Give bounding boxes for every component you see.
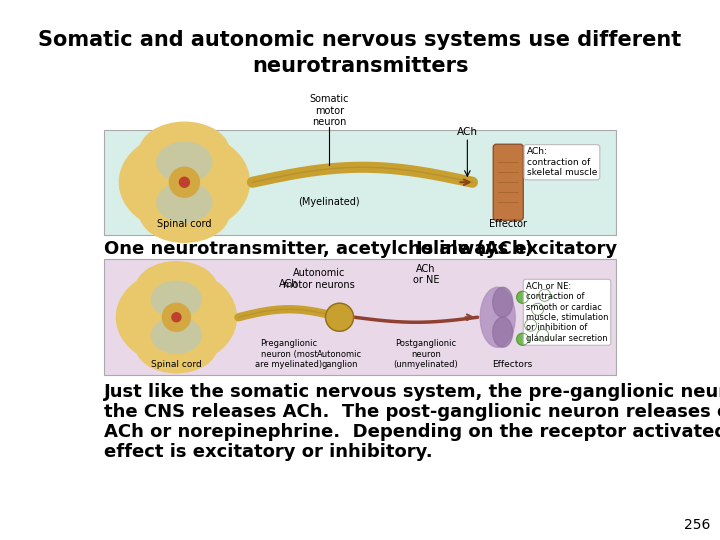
Ellipse shape: [525, 319, 536, 331]
Text: Is always excitatory: Is always excitatory: [416, 240, 617, 258]
Text: One neurotransmitter, acetylcholine (ACh): One neurotransmitter, acetylcholine (ACh…: [104, 240, 534, 258]
Text: Just like the somatic nervous system, the pre-ganglionic neuron in: Just like the somatic nervous system, th…: [104, 383, 720, 401]
Text: Preganglionic
neuron (most
are myelinated): Preganglionic neuron (most are myelinate…: [256, 340, 323, 369]
Text: Effector: Effector: [490, 219, 527, 229]
Ellipse shape: [480, 287, 516, 347]
Ellipse shape: [179, 177, 189, 187]
Ellipse shape: [157, 183, 212, 222]
Text: ACh or norepinephrine.  Depending on the receptor activated, the: ACh or norepinephrine. Depending on the …: [104, 423, 720, 441]
Ellipse shape: [140, 183, 230, 242]
Ellipse shape: [531, 303, 544, 315]
Ellipse shape: [517, 291, 528, 303]
Text: ACh: ACh: [279, 279, 299, 289]
Text: Autonomic
ganglion: Autonomic ganglion: [317, 350, 362, 369]
Bar: [104, 259, 616, 375]
Text: Somatic and autonomic nervous systems use different
neurotransmitters: Somatic and autonomic nervous systems us…: [38, 30, 682, 76]
Text: Spinal cord: Spinal cord: [157, 219, 212, 229]
Ellipse shape: [539, 289, 551, 301]
Text: Postganglionic
neuron
(unmyelinated): Postganglionic neuron (unmyelinated): [394, 340, 459, 369]
Ellipse shape: [151, 317, 202, 353]
Ellipse shape: [135, 262, 217, 317]
Text: 256: 256: [683, 518, 710, 532]
Ellipse shape: [325, 303, 354, 331]
Ellipse shape: [135, 318, 217, 373]
Ellipse shape: [169, 167, 199, 197]
Ellipse shape: [517, 333, 528, 345]
Text: ACh or NE:
contraction of
smooth or cardiac
muscle, stimulation
or inhibition of: ACh or NE: contraction of smooth or card…: [526, 282, 608, 343]
Text: (Myelinated): (Myelinated): [299, 197, 360, 207]
Ellipse shape: [172, 313, 181, 322]
Text: Autonomic
motor neurons: Autonomic motor neurons: [283, 268, 355, 290]
Bar: [104, 130, 616, 235]
Ellipse shape: [140, 122, 230, 183]
Ellipse shape: [157, 142, 212, 183]
Text: ACh: ACh: [457, 127, 478, 137]
Text: the CNS releases ACh.  The post-ganglionic neuron releases either: the CNS releases ACh. The post-ganglioni…: [104, 403, 720, 421]
Text: Somatic
motor
neuron: Somatic motor neuron: [310, 94, 349, 127]
Ellipse shape: [163, 303, 190, 331]
Ellipse shape: [492, 317, 513, 347]
Ellipse shape: [492, 287, 513, 317]
Text: effect is excitatory or inhibitory.: effect is excitatory or inhibitory.: [104, 443, 433, 461]
Text: ACh
or NE: ACh or NE: [413, 264, 439, 285]
Ellipse shape: [120, 132, 249, 232]
Ellipse shape: [117, 270, 236, 364]
Ellipse shape: [151, 281, 202, 317]
Text: Spinal cord: Spinal cord: [151, 360, 202, 369]
FancyBboxPatch shape: [493, 144, 523, 220]
Ellipse shape: [536, 329, 549, 341]
Text: Effectors: Effectors: [492, 360, 533, 369]
Text: ACh:
contraction of
skeletal muscle: ACh: contraction of skeletal muscle: [527, 147, 597, 177]
